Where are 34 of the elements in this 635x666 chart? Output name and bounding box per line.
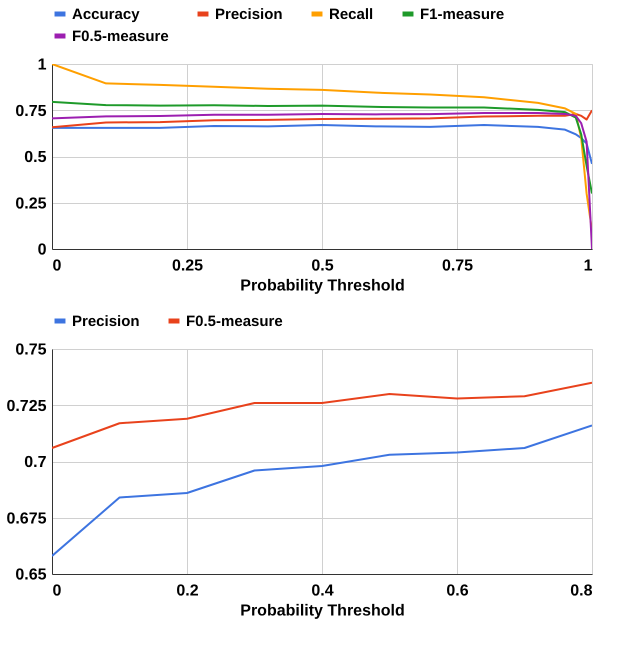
line-series [52,424,592,557]
line-series [52,124,592,165]
legend-label: Precision [72,313,140,330]
x-tick-label: 0.6 [446,582,469,600]
x-tick-label: 0.25 [172,258,204,274]
legend-label: F0.5-measure [186,313,283,330]
x-tick-label: 1 [584,258,593,274]
legend-label: F1-measure [420,6,504,23]
y-tick-label: 0.75 [15,102,47,120]
y-tick-label: 1 [38,56,47,74]
y-tick-label: 0.75 [15,342,47,358]
y-tick-label: 0.5 [24,149,47,166]
x-axis-title: Probability Threshold [240,602,405,620]
legend-label: Accuracy [72,6,140,23]
legend-label: Precision [215,6,283,23]
y-tick-label: 0.725 [6,398,47,415]
x-tick-label: 0 [52,258,62,274]
y-tick-label: 0.25 [15,195,47,212]
y-tick-label: 0.7 [24,454,47,471]
line-series [52,100,592,194]
x-tick-label: 0.2 [176,582,199,600]
y-tick-label: 0 [38,242,47,258]
line-series [52,109,592,128]
legend-label: Recall [329,6,374,23]
x-tick-label: 0 [52,582,62,600]
x-tick-label: 0.5 [311,258,334,274]
y-tick-label: 0.675 [6,510,47,528]
x-tick-label: 0.8 [570,582,593,600]
x-axis-title: Probability Threshold [240,278,405,294]
x-tick-label: 0.4 [311,582,334,600]
line-series [52,382,592,449]
legend-label: F0.5-measure [72,28,169,45]
x-tick-label: 0.75 [442,258,474,274]
y-tick-label: 0.65 [15,566,47,584]
